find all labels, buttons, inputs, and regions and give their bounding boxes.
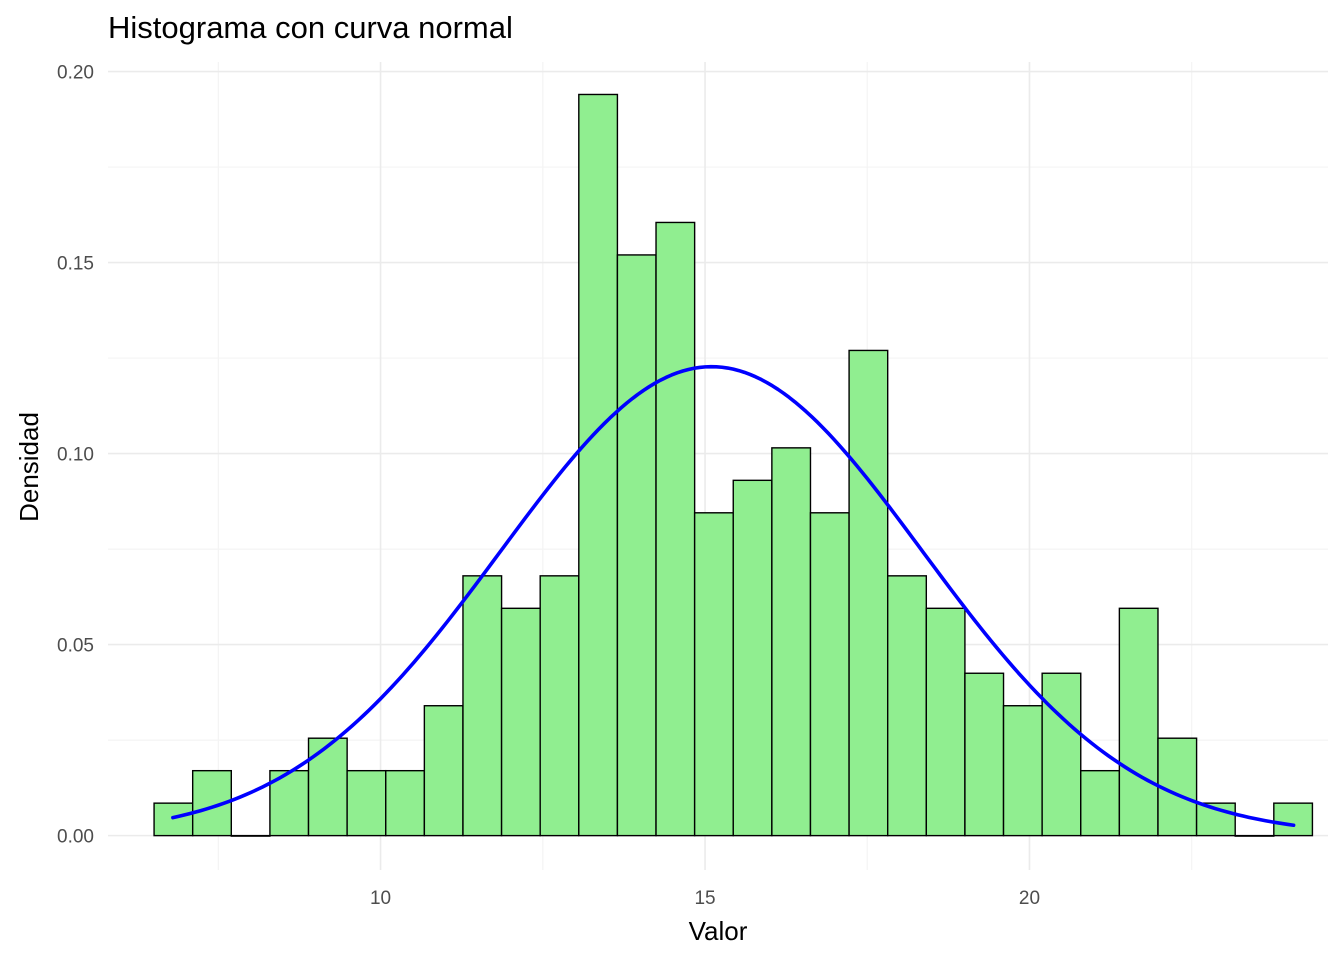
histogram-bar <box>964 672 1005 837</box>
histogram-bar <box>886 575 928 837</box>
histogram-bar <box>925 607 966 837</box>
histogram-bar <box>1002 705 1043 837</box>
histogram-bar <box>1080 769 1121 837</box>
histogram-bar <box>848 349 889 837</box>
y-tick-label: 0.05 <box>57 636 94 657</box>
y-tick-label: 0.10 <box>57 445 94 466</box>
histogram-bars <box>153 93 1314 837</box>
chart-title: Histograma con curva normal <box>108 10 513 45</box>
histogram-bar <box>771 447 812 837</box>
histogram-bar <box>1234 834 1275 837</box>
histogram-bar <box>423 705 464 837</box>
x-tick-label: 15 <box>694 888 715 909</box>
histogram-bar <box>385 769 426 837</box>
normal-curve <box>171 364 1296 828</box>
histogram-bar <box>693 512 734 837</box>
y-tick-label: 0.15 <box>57 254 94 275</box>
histogram-bar <box>1041 672 1082 837</box>
y-tick-label: 0.20 <box>57 63 94 84</box>
histogram-bar <box>655 221 696 837</box>
axis-ticks: 10 15 20 0.00 0.05 0.10 0.15 0.20 <box>57 63 1040 909</box>
x-tick-label: 20 <box>1019 888 1040 909</box>
histogram-bar <box>500 607 541 837</box>
histogram-bar <box>578 93 619 837</box>
y-axis-title: Densidad <box>14 412 44 522</box>
y-tick-label: 0.00 <box>57 827 94 848</box>
x-tick-label: 10 <box>370 888 391 909</box>
x-axis-title: Valor <box>689 916 748 946</box>
histogram-bar <box>462 575 503 837</box>
histogram-bar <box>153 802 194 837</box>
histogram-bar <box>307 737 348 837</box>
normal-curve-layer <box>171 364 1296 828</box>
histogram-bar <box>1273 802 1314 837</box>
histogram-bar <box>732 479 773 837</box>
histogram-bar <box>230 834 271 837</box>
histogram-bar <box>346 769 387 837</box>
histogram-bar <box>809 512 850 837</box>
histogram-bar <box>616 254 657 837</box>
histogram-bar <box>539 575 580 837</box>
histogram-bar <box>1118 607 1159 837</box>
